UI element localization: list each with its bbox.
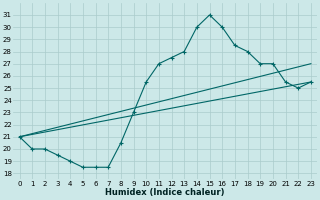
X-axis label: Humidex (Indice chaleur): Humidex (Indice chaleur) xyxy=(106,188,225,197)
